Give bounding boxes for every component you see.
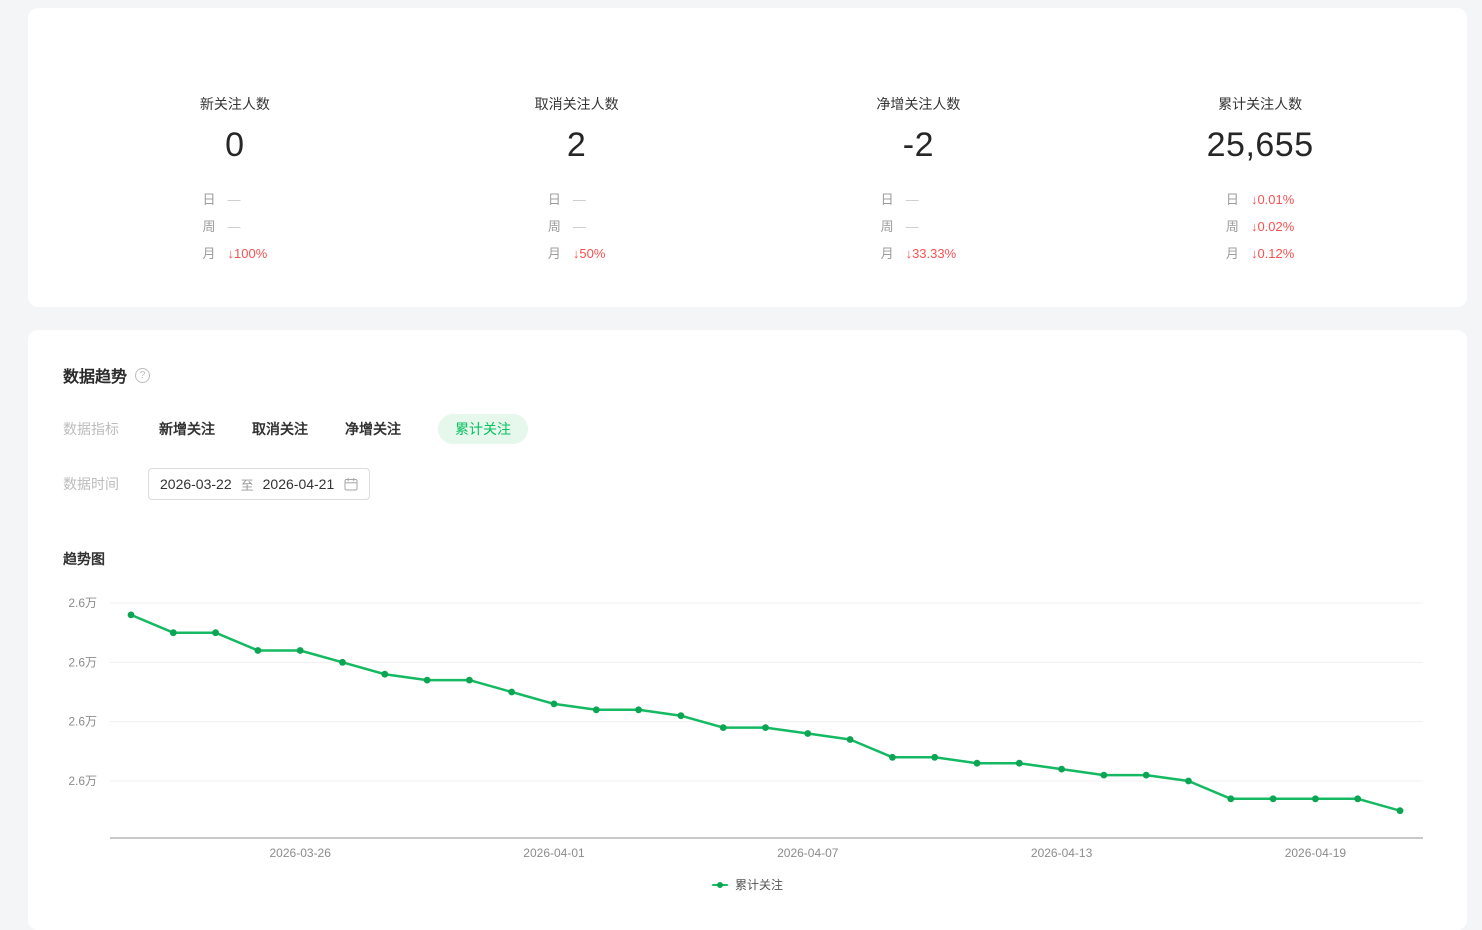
metric-period: 日 — [547, 192, 561, 207]
metric-period: 日 — [1225, 192, 1239, 207]
metric-value-down: ↓0.02% — [1250, 219, 1295, 234]
metric-value: — — [905, 192, 919, 207]
metric-period: 周 — [202, 219, 216, 234]
stat-total-followers: 累计关注人数 25,655 日 ↓0.01% 周 ↓0.02% 月 ↓0.12% — [1089, 96, 1431, 267]
tab-net-followers[interactable]: 净增关注 — [345, 421, 401, 437]
stat-title: 取消关注人数 — [534, 96, 619, 112]
stat-unfollowers: 取消关注人数 2 日 — 周 — 月 ↓50% — [406, 96, 748, 267]
metric-period: 月 — [1225, 246, 1239, 261]
stat-value: 25,655 — [1206, 126, 1314, 164]
metric-value: — — [227, 219, 241, 234]
metric-filter-row: 数据指标 新增关注 取消关注 净增关注 累计关注 — [63, 414, 528, 444]
metric-row-day: 日 ↓0.01% — [1226, 186, 1294, 213]
chart-title: 趋势图 — [63, 551, 105, 567]
metric-period: 月 — [880, 246, 894, 261]
metric-value: — — [572, 192, 586, 207]
metric-row-week: 周 — — [881, 213, 957, 240]
metric-value-down: ↓33.33% — [905, 246, 957, 261]
metric-tabs: 新增关注 取消关注 净增关注 累计关注 — [159, 414, 528, 444]
data-trend-card: 数据趋势 ? 数据指标 新增关注 取消关注 净增关注 累计关注 数据时间 202… — [28, 330, 1467, 930]
time-filter-row: 数据时间 2026-03-22 至 2026-04-21 — [63, 467, 370, 501]
metric-value-down: ↓50% — [572, 246, 606, 261]
trend-header: 数据趋势 ? — [63, 363, 151, 387]
chart-legend-item[interactable]: 累计关注 — [28, 876, 1467, 893]
legend-marker — [711, 881, 728, 888]
metric-row-month: 月 ↓33.33% — [881, 240, 957, 267]
metric-period: 周 — [880, 219, 894, 234]
metric-filter-label: 数据指标 — [63, 421, 119, 437]
svg-text:2.6万: 2.6万 — [68, 774, 97, 788]
tab-total-followers[interactable]: 累计关注 — [438, 414, 528, 444]
stat-metrics: 日 — 周 — 月 ↓50% — [548, 186, 606, 267]
svg-text:2026-04-13: 2026-04-13 — [1031, 846, 1093, 860]
followers-stats-card: 新关注人数 0 日 — 周 — 月 ↓100% 取消关注人数 2 — [28, 8, 1467, 307]
stat-metrics: 日 ↓0.01% 周 ↓0.02% 月 ↓0.12% — [1226, 186, 1294, 267]
metric-row-month: 月 ↓0.12% — [1226, 240, 1294, 267]
stat-value: -2 — [902, 126, 934, 164]
stat-metrics: 日 — 周 — 月 ↓33.33% — [881, 186, 957, 267]
stat-metrics: 日 — 周 — 月 ↓100% — [202, 186, 267, 267]
stat-title: 累计关注人数 — [1218, 96, 1303, 112]
svg-text:2026-03-26: 2026-03-26 — [270, 846, 332, 860]
date-separator: 至 — [240, 477, 254, 493]
stat-net-followers: 净增关注人数 -2 日 — 周 — 月 ↓33.33% — [748, 96, 1090, 267]
metric-row-day: 日 — — [881, 186, 957, 213]
metric-row-day: 日 — — [202, 186, 267, 213]
svg-text:2.6万: 2.6万 — [68, 596, 97, 610]
metric-row-day: 日 — — [548, 186, 606, 213]
metric-row-week: 周 — — [202, 213, 267, 240]
metric-value: — — [227, 192, 241, 207]
tab-new-followers[interactable]: 新增关注 — [159, 421, 215, 437]
calendar-icon[interactable] — [344, 477, 358, 491]
metric-period: 周 — [1225, 219, 1239, 234]
metric-value: — — [572, 219, 586, 234]
metric-period: 日 — [880, 192, 894, 207]
metric-period: 日 — [202, 192, 216, 207]
metric-period: 月 — [547, 246, 561, 261]
metric-row-month: 月 ↓100% — [202, 240, 267, 267]
time-filter-label: 数据时间 — [63, 476, 119, 492]
metric-row-month: 月 ↓50% — [548, 240, 606, 267]
tab-unfollowers[interactable]: 取消关注 — [252, 421, 308, 437]
stat-value: 2 — [566, 126, 587, 164]
help-icon[interactable]: ? — [135, 367, 151, 383]
metric-row-week: 周 — — [548, 213, 606, 240]
metric-value: — — [905, 219, 919, 234]
stat-title: 新关注人数 — [199, 96, 270, 112]
svg-text:2026-04-07: 2026-04-07 — [777, 846, 839, 860]
section-title: 数据趋势 — [63, 369, 128, 386]
date-range-picker[interactable]: 2026-03-22 至 2026-04-21 — [148, 468, 370, 500]
svg-text:2.6万: 2.6万 — [68, 655, 97, 669]
metric-value-down: ↓100% — [227, 246, 268, 261]
svg-text:2026-04-01: 2026-04-01 — [523, 846, 585, 860]
date-start[interactable]: 2026-03-22 — [160, 476, 232, 492]
metric-value-down: ↓0.01% — [1250, 192, 1295, 207]
metric-period: 月 — [202, 246, 216, 261]
date-end[interactable]: 2026-04-21 — [262, 476, 335, 492]
stats-grid: 新关注人数 0 日 — 周 — 月 ↓100% 取消关注人数 2 — [28, 8, 1467, 267]
metric-period: 周 — [547, 219, 561, 234]
stat-value: 0 — [225, 126, 245, 164]
trend-chart: 2.6万 2.6万 2.6万 2.6万 2026-03-26 2026-04-01 2026… — [68, 596, 1423, 860]
svg-text:2026-04-19: 2026-04-19 — [1285, 846, 1347, 860]
svg-text:2.6万: 2.6万 — [68, 715, 97, 729]
metric-value-down: ↓0.12% — [1250, 246, 1295, 261]
legend-label: 累计关注 — [734, 878, 783, 892]
stat-new-followers: 新关注人数 0 日 — 周 — 月 ↓100% — [64, 96, 406, 267]
stat-title: 净增关注人数 — [876, 96, 961, 112]
metric-row-week: 周 ↓0.02% — [1226, 213, 1294, 240]
